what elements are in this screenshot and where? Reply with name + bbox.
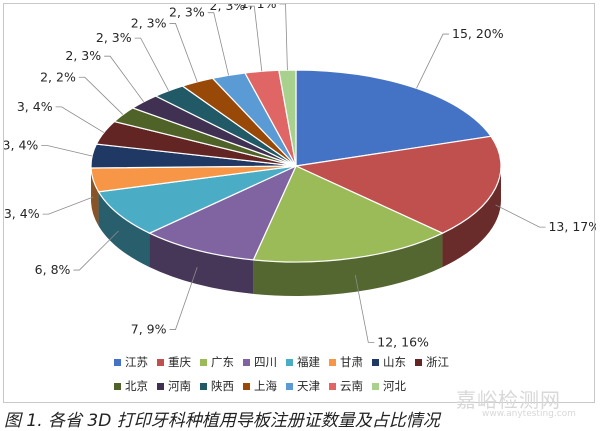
data-label: 3, 4% <box>17 99 53 114</box>
legend-item: 浙江 <box>415 354 449 370</box>
legend-swatch <box>329 382 336 390</box>
slice-重庆 <box>293 135 502 234</box>
chart-frame: 15, 20% 13, 17% 12, 16% 7, 9% 6, 8% 3, 4% 3, 4… <box>3 3 596 419</box>
legend-item: 甘肃 <box>329 354 363 370</box>
legend-row: 江苏 重庆 广东 四川 福建 甘肃 山东 浙江 <box>114 350 454 374</box>
data-label: 3, 4% <box>4 137 38 152</box>
leader-line <box>78 76 124 115</box>
legend-swatch <box>372 358 379 366</box>
leader-line <box>73 230 119 271</box>
watermark: 嘉峪检测网 <box>456 388 561 412</box>
legend-item: 河北 <box>372 378 406 394</box>
legend-item: 江苏 <box>114 354 148 370</box>
pie-sides <box>91 166 501 296</box>
data-label: 2, 3% <box>96 30 132 45</box>
legend-swatch <box>157 382 164 390</box>
legend-item: 河南 <box>157 378 191 394</box>
legend-label: 甘肃 <box>340 355 363 369</box>
legend-label: 四川 <box>254 355 277 369</box>
legend-swatch <box>200 358 207 366</box>
data-label: 6, 8% <box>35 262 71 277</box>
leader-line <box>169 266 198 330</box>
leader-line <box>495 204 546 228</box>
legend-label: 浙江 <box>426 355 449 369</box>
data-label: 2, 3% <box>65 48 101 63</box>
legend-label: 云南 <box>340 379 363 393</box>
legend-item: 天津 <box>286 378 320 394</box>
data-label: 13, 17% <box>548 219 596 234</box>
legend-item: 山东 <box>372 354 406 370</box>
leader-line <box>55 106 105 133</box>
legend-swatch <box>329 358 336 366</box>
leader-line <box>248 5 263 72</box>
leader-line <box>42 196 94 215</box>
legend-swatch <box>157 358 164 366</box>
legend-swatch <box>372 382 379 390</box>
leader-line <box>169 23 198 83</box>
legend-label: 重庆 <box>168 355 191 369</box>
legend-label: 江苏 <box>125 355 148 369</box>
leader-line <box>41 145 93 157</box>
slice-side-广东 <box>253 233 443 296</box>
legend-label: 福建 <box>297 355 320 369</box>
legend-swatch <box>286 358 293 366</box>
data-label: 2, 3% <box>169 5 205 20</box>
leader-line <box>104 55 144 103</box>
legend-item: 福建 <box>286 354 320 370</box>
legend-swatch <box>114 358 121 366</box>
legend-item: 四川 <box>243 354 277 370</box>
leader-line <box>207 12 229 76</box>
legend-swatch <box>286 382 293 390</box>
legend-swatch <box>243 382 250 390</box>
legend-label: 北京 <box>125 379 148 393</box>
leader-line <box>134 37 170 91</box>
legend-label: 陕西 <box>211 379 234 393</box>
legend-item: 广东 <box>200 354 234 370</box>
data-label: 2, 2% <box>40 69 76 84</box>
legend-item: 北京 <box>114 378 148 394</box>
legend-item: 上海 <box>243 378 277 394</box>
data-label: 2, 3% <box>131 15 167 30</box>
leader-line <box>354 274 375 343</box>
legend-swatch <box>243 358 250 366</box>
pie-chart: 15, 20% 13, 17% 12, 16% 7, 9% 6, 8% 3, 4% 3, 4… <box>4 4 596 349</box>
data-label: 7, 9% <box>131 322 167 337</box>
legend-item: 陕西 <box>200 378 234 394</box>
legend-item: 云南 <box>329 378 363 394</box>
slice-side-福建 <box>98 191 150 268</box>
legend-swatch <box>415 358 422 366</box>
leader-line <box>416 33 450 89</box>
legend-label: 上海 <box>254 379 277 393</box>
slice-河北 <box>278 69 297 167</box>
data-label: 1, 1% <box>241 4 277 11</box>
legend-label: 山东 <box>383 355 406 369</box>
slice-side-四川 <box>149 233 254 294</box>
legend-item: 重庆 <box>157 354 191 370</box>
leader-line <box>279 4 288 71</box>
legend-row: 北京 河南 陕西 上海 天津 云南 河北 <box>114 374 454 398</box>
figure-caption: 图 1. 各省 3D 打印牙科种植用导板注册证数量及占比情况 <box>4 411 440 431</box>
legend-label: 天津 <box>297 379 320 393</box>
data-label: 15, 20% <box>452 26 504 41</box>
slice-side-甘肃 <box>91 168 99 226</box>
legend-label: 河南 <box>168 379 191 393</box>
data-label: 2, 3% <box>210 4 246 13</box>
data-labels: 15, 20% 13, 17% 12, 16% 7, 9% 6, 8% 3, 4% 3, 4… <box>4 4 596 349</box>
legend: 江苏 重庆 广东 四川 福建 甘肃 山东 浙江北京 河南 陕西 上海 天津 云南 河北 <box>114 350 454 398</box>
slice-side-重庆 <box>442 166 501 268</box>
legend-swatch <box>114 382 121 390</box>
legend-swatch <box>200 382 207 390</box>
watermark-url: www.anytesting.com <box>482 409 576 419</box>
data-label: 3, 4% <box>4 206 40 221</box>
data-label: 12, 16% <box>377 334 429 349</box>
legend-label: 广东 <box>211 355 234 369</box>
pie-tops <box>90 69 502 263</box>
slice-广东 <box>252 165 444 263</box>
slice-四川 <box>148 164 298 261</box>
legend-label: 河北 <box>383 379 406 393</box>
slice-福建 <box>97 165 297 234</box>
